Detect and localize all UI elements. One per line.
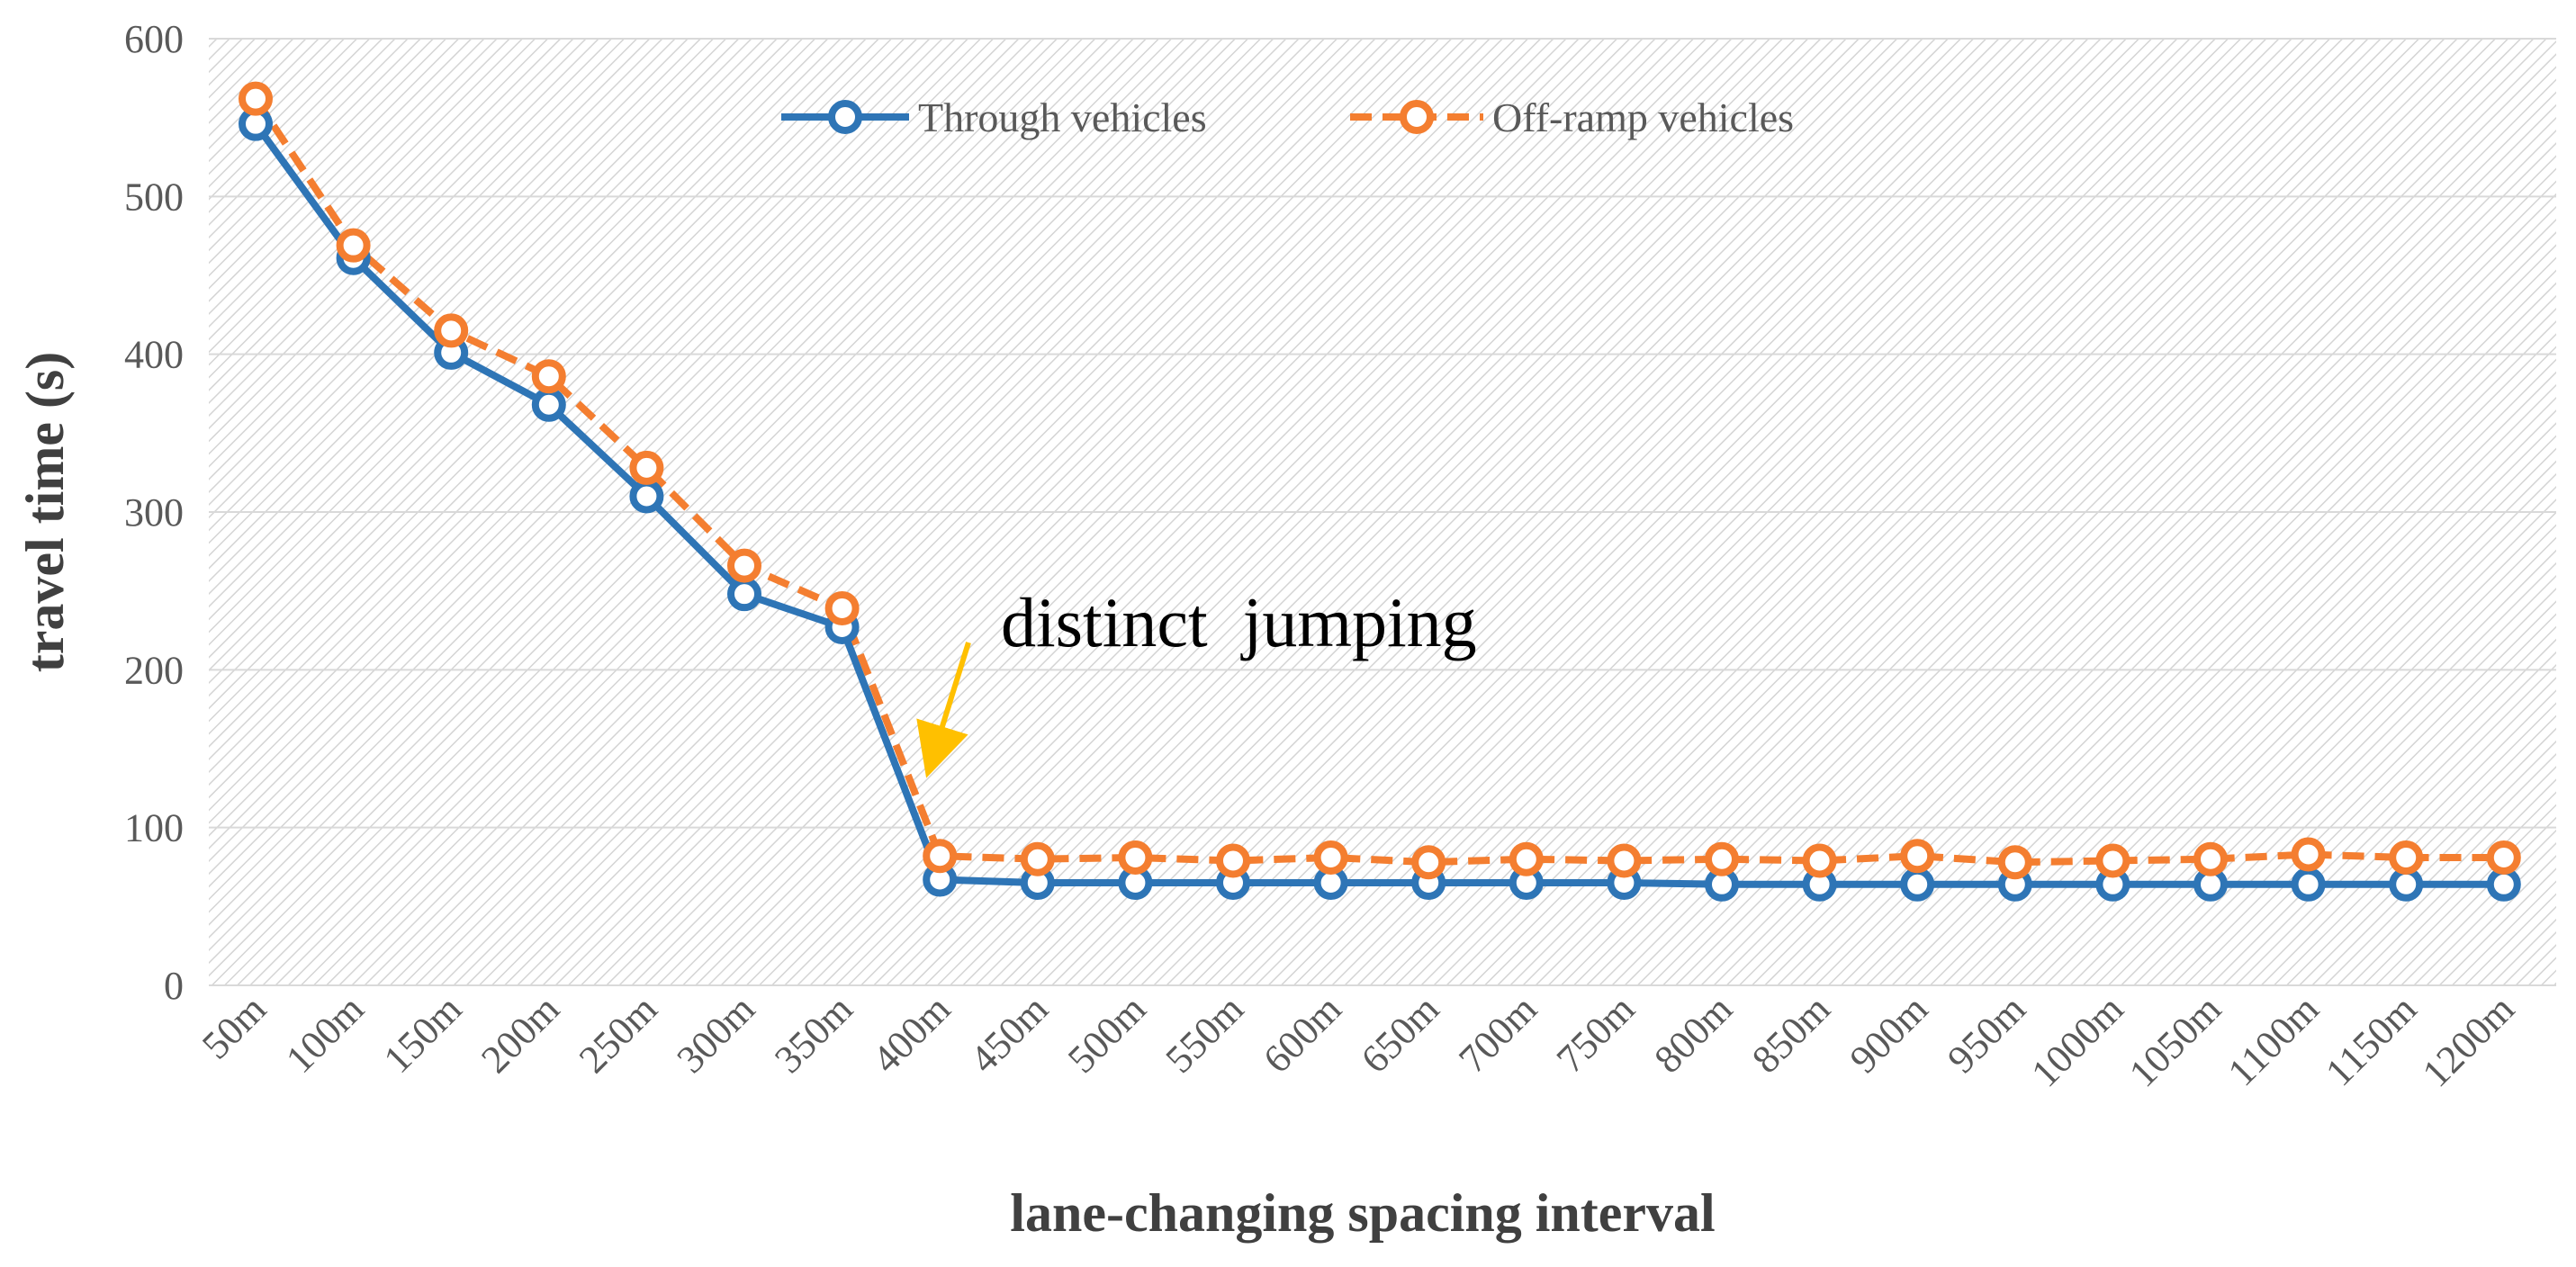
data-point-1-12 (1411, 845, 1446, 880)
x-tick-label: 100m (277, 986, 373, 1082)
legend-marker-offramp (1400, 100, 1434, 134)
data-point-1-19 (2095, 843, 2130, 878)
data-point-0-17 (1900, 867, 1935, 902)
data-point-1-17 (1900, 839, 1935, 874)
x-tick-label: 1200m (2414, 986, 2523, 1095)
data-point-1-15 (1705, 841, 1739, 876)
data-point-1-13 (1509, 841, 1544, 876)
annotation-text: distinct jumping (1001, 583, 1477, 661)
x-tick-label: 850m (1743, 986, 1839, 1082)
x-tick-label: 1150m (2317, 986, 2425, 1094)
y-tick-label: 300 (124, 490, 184, 535)
legend-label-offramp: Off-ramp vehicles (1492, 94, 1794, 140)
series-points (239, 81, 2521, 902)
data-point-1-8 (1020, 841, 1055, 876)
data-point-1-1 (336, 228, 371, 263)
legend-label-through: Through vehicles (918, 94, 1207, 140)
y-tick-label: 500 (124, 175, 184, 219)
data-point-1-18 (1997, 845, 2032, 880)
x-tick-label: 550m (1157, 986, 1253, 1082)
data-point-1-10 (1216, 843, 1250, 878)
data-point-1-0 (239, 81, 273, 116)
legend-marker-through (828, 100, 862, 134)
data-point-1-23 (2486, 840, 2521, 875)
x-axis: 50m 100m 150m 200m 250m 300m 350m 400m 450m 500m 5… (194, 986, 2523, 1095)
data-point-1-9 (1118, 840, 1153, 875)
y-tick-label: 0 (164, 964, 184, 1008)
legend: Through vehicles Off-ramp vehicles (781, 94, 1794, 140)
x-tick-label: 1100m (2220, 986, 2328, 1094)
data-point-1-21 (2291, 837, 2326, 872)
data-point-1-11 (1313, 840, 1348, 875)
data-point-1-20 (2193, 841, 2228, 876)
data-point-1-7 (923, 839, 958, 874)
y-tick-label: 600 (124, 17, 184, 61)
x-tick-label: 1050m (2121, 986, 2229, 1095)
x-tick-label: 800m (1646, 986, 1742, 1082)
data-point-1-6 (824, 590, 860, 625)
x-tick-label: 200m (473, 986, 568, 1082)
x-tick-label: 950m (1939, 986, 2034, 1082)
data-point-1-5 (727, 548, 761, 583)
data-point-0-21 (2291, 867, 2326, 902)
x-tick-label: 1000m (2022, 986, 2131, 1095)
x-tick-label: 450m (961, 986, 1057, 1082)
data-point-1-4 (629, 450, 664, 485)
x-tick-label: 750m (1548, 986, 1644, 1082)
x-tick-label: 250m (571, 986, 666, 1082)
data-point-0-23 (2486, 867, 2521, 902)
x-tick-label: 900m (1842, 986, 1937, 1082)
x-tick-label: 600m (1255, 986, 1350, 1082)
y-tick-label: 200 (124, 648, 184, 692)
data-point-0-22 (2389, 867, 2424, 902)
data-point-1-14 (1607, 843, 1642, 878)
x-tick-label: 150m (375, 986, 471, 1082)
data-point-0-5 (727, 577, 761, 612)
x-tick-label: 300m (669, 986, 764, 1082)
data-point-1-22 (2389, 840, 2424, 875)
data-point-1-2 (434, 313, 469, 348)
x-tick-label: 350m (766, 986, 861, 1082)
y-axis-title: travel time (s) (15, 352, 75, 672)
x-tick-label: 700m (1450, 986, 1545, 1082)
x-tick-label: 500m (1059, 986, 1155, 1082)
data-point-0-3 (531, 387, 566, 422)
x-tick-label: 400m (864, 986, 959, 1082)
x-axis-title: lane-changing spacing interval (1010, 1183, 1715, 1243)
x-tick-label: 650m (1353, 986, 1448, 1082)
annotation-arrow (916, 642, 971, 778)
data-point-1-16 (1802, 843, 1837, 878)
x-tick-label: 50m (194, 986, 275, 1067)
data-point-0-4 (629, 479, 664, 514)
y-tick-label: 100 (124, 806, 184, 850)
y-tick-label: 400 (124, 333, 184, 377)
data-point-1-3 (531, 359, 566, 394)
gridlines (209, 38, 2556, 986)
y-axis: 0 100 200 300 400 500 600 (124, 17, 184, 1008)
